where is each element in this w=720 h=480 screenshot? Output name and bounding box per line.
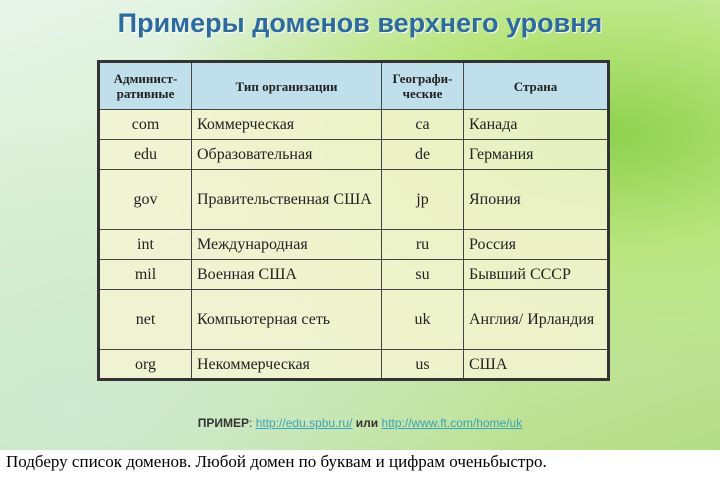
org-type-cell: Некоммерческая: [191, 349, 382, 380]
admin-domain-cell: edu: [98, 139, 192, 170]
country-cell: Бывший СССР: [463, 259, 609, 290]
geo-domain-cell: us: [381, 349, 464, 380]
geo-domain-cell: ca: [381, 109, 464, 140]
table-header: Админист-ративные Тип организации Геогра…: [98, 61, 609, 110]
slide-title: Примеры доменов верхнего уровня: [117, 8, 603, 38]
geo-domain-cell: de: [381, 139, 464, 170]
table-row: com Коммерческая ca Канада: [98, 109, 609, 140]
example-link-1[interactable]: http://edu.spbu.ru/: [255, 416, 353, 430]
header-geo: Географи-ческие: [381, 61, 464, 110]
example-label: ПРИМЕР: [197, 416, 250, 430]
example-line: ПРИМЕР: http://edu.spbu.ru/ или http://w…: [0, 416, 720, 430]
example-link-2[interactable]: http://www.ft.com/home/uk: [381, 416, 523, 430]
example-or: или: [355, 416, 379, 430]
geo-domain-cell: uk: [381, 289, 464, 350]
example-sep: :: [249, 416, 253, 430]
geo-domain-cell: su: [381, 259, 464, 290]
admin-domain-cell: mil: [98, 259, 192, 290]
country-cell: Англия/ Ирландия: [463, 289, 609, 350]
org-type-cell: Образовательная: [191, 139, 382, 170]
org-type-cell: Коммерческая: [191, 109, 382, 140]
admin-domain-cell: gov: [98, 169, 192, 230]
header-admin: Админист-ративные: [98, 61, 192, 110]
admin-domain-cell: com: [98, 109, 192, 140]
table-row: net Компьютерная сеть uk Англия/ Ирландия: [98, 289, 609, 350]
org-type-cell: Военная США: [191, 259, 382, 290]
geo-domain-cell: ru: [381, 229, 464, 260]
country-cell: США: [463, 349, 609, 380]
header-country: Страна: [463, 61, 609, 110]
admin-domain-cell: net: [98, 289, 192, 350]
table-row: gov Правительственная США jp Япония: [98, 169, 609, 230]
country-cell: Канада: [463, 109, 609, 140]
org-type-cell: Правительственная США: [191, 169, 382, 230]
slide: Примеры доменов верхнего уровня Админист…: [0, 0, 720, 450]
country-cell: Япония: [463, 169, 609, 230]
country-cell: Россия: [463, 229, 609, 260]
org-type-cell: Международная: [191, 229, 382, 260]
table-row: int Международная ru Россия: [98, 229, 609, 260]
country-cell: Германия: [463, 139, 609, 170]
header-org-type: Тип организации: [191, 61, 382, 110]
org-type-cell: Компьютерная сеть: [191, 289, 382, 350]
domains-table: Админист-ративные Тип организации Геогра…: [97, 60, 610, 381]
admin-domain-cell: org: [98, 349, 192, 380]
table-row: mil Военная США su Бывший СССР: [98, 259, 609, 290]
table-row: edu Образовательная de Германия: [98, 139, 609, 170]
geo-domain-cell: jp: [381, 169, 464, 230]
table-row: org Некоммерческая us США: [98, 349, 609, 380]
admin-domain-cell: int: [98, 229, 192, 260]
caption: Подберу список доменов. Любой домен по б…: [6, 452, 547, 471]
